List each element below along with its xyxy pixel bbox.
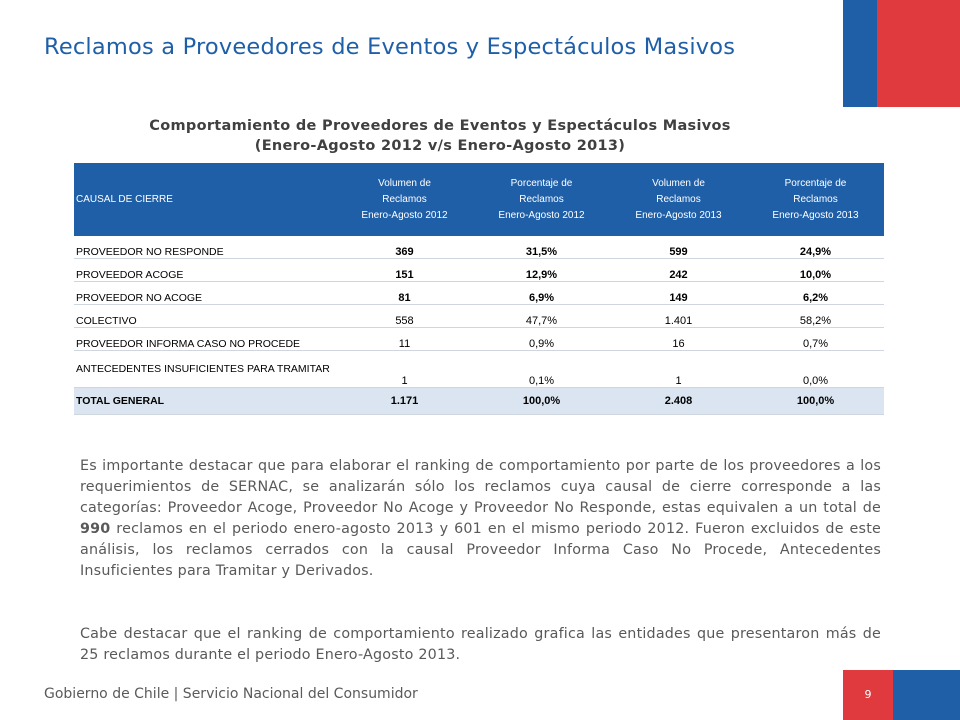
cell-causal: PROVEEDOR NO RESPONDE xyxy=(74,236,336,259)
cell-volume-2013: 2.408 xyxy=(610,387,747,415)
cell-volume-2013: 16 xyxy=(610,327,747,351)
cell-percent-2013: 100,0% xyxy=(747,387,884,415)
header-line: Enero-Agosto 2012 xyxy=(361,209,448,221)
table-title-line-1: Comportamiento de Proveedores de Eventos… xyxy=(149,118,731,134)
cell-volume-2013: 242 xyxy=(610,258,747,282)
header-line: Reclamos xyxy=(519,193,564,205)
cell-volume-2012: 558 xyxy=(336,304,473,328)
slide-title: Reclamos a Proveedores de Eventos y Espe… xyxy=(44,34,736,60)
cell-volume-2012: 1.171 xyxy=(336,387,473,415)
header-line: Reclamos xyxy=(382,193,427,205)
flag-red-stripe-top xyxy=(877,0,960,107)
cell-causal: PROVEEDOR ACOGE xyxy=(74,258,336,282)
cell-percent-2013: 0,7% xyxy=(747,327,884,351)
cell-percent-2012: 31,5% xyxy=(473,236,610,259)
table-row: PROVEEDOR ACOGE 151 12,9% 242 10,0% xyxy=(74,258,884,282)
body-paragraph-1: Es importante destacar que para elaborar… xyxy=(80,456,881,582)
header-line: Reclamos xyxy=(793,193,838,205)
cell-percent-2012: 100,0% xyxy=(473,387,610,415)
table-header-row: CAUSAL DE CIERRE Volumen de Reclamos Ene… xyxy=(74,163,884,236)
table-row: COLECTIVO 558 47,7% 1.401 58,2% xyxy=(74,304,884,328)
cell-volume-2013: 1.401 xyxy=(610,304,747,328)
cell-percent-2013: 24,9% xyxy=(747,236,884,259)
header-causal: CAUSAL DE CIERRE xyxy=(74,163,336,236)
cell-volume-2013: 599 xyxy=(610,236,747,259)
table-row: PROVEEDOR NO ACOGE 81 6,9% 149 6,2% xyxy=(74,281,884,305)
cell-volume-2013: 149 xyxy=(610,281,747,305)
cell-volume-2012: 369 xyxy=(336,236,473,259)
complaints-table: CAUSAL DE CIERRE Volumen de Reclamos Ene… xyxy=(74,163,884,415)
cell-percent-2012: 0,9% xyxy=(473,327,610,351)
cell-causal: PROVEEDOR NO ACOGE xyxy=(74,281,336,305)
page-number: 9 xyxy=(864,688,872,701)
header-percent-2012: Porcentaje de Reclamos Enero-Agosto 2012 xyxy=(473,163,610,236)
header-line: Enero-Agosto 2013 xyxy=(772,209,859,221)
cell-volume-2012: 1 xyxy=(336,350,473,388)
cell-volume-2012: 11 xyxy=(336,327,473,351)
flag-blue-stripe-bottom xyxy=(893,670,960,720)
header-line: Volumen de xyxy=(378,177,431,189)
header-line: Porcentaje de xyxy=(784,177,847,189)
paragraph-bold-number: 990 xyxy=(80,521,111,537)
cell-volume-2013: 1 xyxy=(610,350,747,388)
cell-causal: TOTAL GENERAL xyxy=(74,387,336,415)
cell-volume-2012: 81 xyxy=(336,281,473,305)
paragraph-text: reclamos en el periodo enero-agosto 2013… xyxy=(80,521,881,579)
header-percent-2013: Porcentaje de Reclamos Enero-Agosto 2013 xyxy=(747,163,884,236)
header-line: Porcentaje de xyxy=(510,177,573,189)
header-line: Volumen de xyxy=(652,177,705,189)
table-row: ANTECEDENTES INSUFICIENTES PARA TRAMITAR… xyxy=(74,350,884,388)
cell-causal: PROVEEDOR INFORMA CASO NO PROCEDE xyxy=(74,327,336,351)
cell-causal: ANTECEDENTES INSUFICIENTES PARA TRAMITAR xyxy=(74,350,336,388)
flag-blue-stripe-top xyxy=(843,0,877,107)
flag-red-stripe-bottom xyxy=(843,670,893,720)
header-volume-2013: Volumen de Reclamos Enero-Agosto 2013 xyxy=(610,163,747,236)
cell-causal: COLECTIVO xyxy=(74,304,336,328)
table-row-total: TOTAL GENERAL 1.171 100,0% 2.408 100,0% xyxy=(74,387,884,415)
table-title: Comportamiento de Proveedores de Eventos… xyxy=(80,116,800,156)
cell-percent-2013: 10,0% xyxy=(747,258,884,282)
header-line: Reclamos xyxy=(656,193,701,205)
footer-brand: Gobierno de Chile | Servicio Nacional de… xyxy=(44,686,418,702)
header-line: Enero-Agosto 2013 xyxy=(635,209,722,221)
paragraph-text: Es importante destacar que para elaborar… xyxy=(80,458,881,516)
header-line: Enero-Agosto 2012 xyxy=(498,209,585,221)
cell-percent-2013: 0,0% xyxy=(747,350,884,388)
cell-volume-2012: 151 xyxy=(336,258,473,282)
cell-percent-2012: 0,1% xyxy=(473,350,610,388)
header-volume-2012: Volumen de Reclamos Enero-Agosto 2012 xyxy=(336,163,473,236)
table-row: PROVEEDOR NO RESPONDE 369 31,5% 599 24,9… xyxy=(74,236,884,259)
cell-percent-2013: 58,2% xyxy=(747,304,884,328)
body-paragraph-2: Cabe destacar que el ranking de comporta… xyxy=(80,626,881,663)
cell-percent-2013: 6,2% xyxy=(747,281,884,305)
cell-percent-2012: 47,7% xyxy=(473,304,610,328)
cell-percent-2012: 6,9% xyxy=(473,281,610,305)
table-row: PROVEEDOR INFORMA CASO NO PROCEDE 11 0,9… xyxy=(74,327,884,351)
table-title-line-2: (Enero-Agosto 2012 v/s Enero-Agosto 2013… xyxy=(254,138,626,154)
cell-percent-2012: 12,9% xyxy=(473,258,610,282)
